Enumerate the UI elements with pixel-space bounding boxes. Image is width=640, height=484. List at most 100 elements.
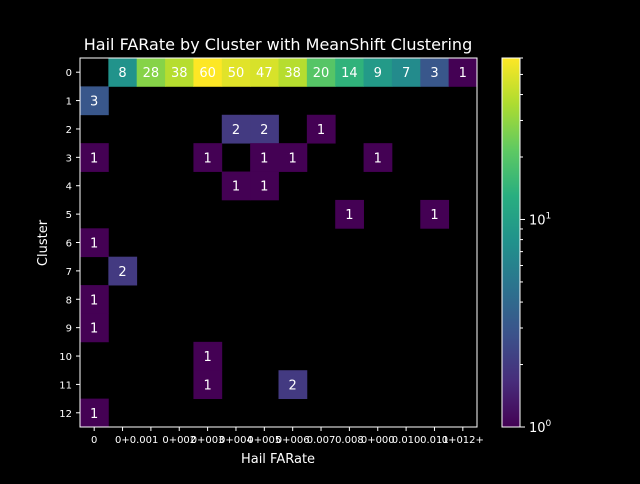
heatmap-cell <box>278 143 308 172</box>
x-tick-label: 0.008 <box>335 435 364 446</box>
heatmap-cell <box>80 285 109 314</box>
heatmap-cell <box>108 58 138 87</box>
heatmap-cell <box>193 370 223 400</box>
y-tick-label: 2 <box>66 125 72 136</box>
heatmap-cell <box>80 228 109 258</box>
x-tick-label: 0.007 <box>307 435 336 446</box>
cell-value-label: 2 <box>260 123 268 138</box>
cell-value-label: 1 <box>203 378 211 393</box>
x-tick-label: 0+002 <box>162 435 196 446</box>
x-tick-label: 0.010 <box>392 435 421 446</box>
heatmap-cell <box>278 58 308 87</box>
y-tick-label: 10 <box>59 352 72 363</box>
cell-value-label: 20 <box>313 66 330 81</box>
y-tick-label: 1 <box>66 97 72 108</box>
cell-value-label: 3 <box>430 66 438 81</box>
colorbar-ticks: 100 101 <box>520 57 552 436</box>
x-tick-label: 0 <box>91 435 97 446</box>
x-tick-label: 0+005 <box>247 435 281 446</box>
heatmap-cell <box>80 86 109 116</box>
heatmap-cell <box>391 58 421 87</box>
heatmap-cell <box>80 143 109 172</box>
cell-value-label: 9 <box>374 66 382 81</box>
heatmap-cell <box>250 114 279 144</box>
heatmap-cell <box>335 199 364 229</box>
cell-value-label: 3 <box>90 95 98 110</box>
cell-value-label: 38 <box>284 66 301 81</box>
cell-value-label: 60 <box>199 66 216 81</box>
x-tick-label: 0+000 <box>361 435 395 446</box>
x-tick-label: 0+003 <box>191 435 225 446</box>
cell-value-label: 1 <box>260 151 268 166</box>
heatmap-cell <box>278 370 308 400</box>
y-tick-label: 7 <box>66 267 72 278</box>
cell-value-label: 1 <box>289 151 297 166</box>
y-tick-label: 0 <box>66 68 72 79</box>
cell-value-label: 1 <box>203 350 211 365</box>
x-tick-label: 0+0.001 <box>115 435 158 446</box>
y-tick-label: 8 <box>66 295 72 306</box>
cell-value-label: 1 <box>90 407 98 422</box>
heatmap-cell <box>448 58 478 87</box>
cell-value-label: 1 <box>232 180 240 195</box>
heatmap-cell <box>306 58 336 87</box>
cell-value-label: 1 <box>459 66 467 81</box>
heatmap-cell <box>165 58 194 87</box>
heatmap-cell <box>193 143 223 172</box>
cell-value-label: 1 <box>345 208 353 223</box>
cell-value-label: 1 <box>90 237 98 252</box>
cell-value-label: 50 <box>228 66 245 81</box>
cell-value-label: 1 <box>260 180 268 195</box>
x-axis-label: Hail FARate <box>241 452 315 467</box>
cell-value-label: 38 <box>171 66 188 81</box>
heatmap-cell <box>136 58 166 87</box>
heatmap-cell <box>80 398 109 428</box>
cell-value-label: 8 <box>118 66 126 81</box>
heatmap-cells <box>80 58 478 428</box>
y-tick-label: 5 <box>66 210 72 221</box>
heatmap-cell <box>363 58 393 87</box>
x-tick-label: 0+004 <box>219 435 253 446</box>
cell-value-label: 2 <box>118 265 126 280</box>
colorbar-tick-label: 100 <box>529 419 552 436</box>
chart-title: Hail FARate by Cluster with MeanShift Cl… <box>84 35 472 54</box>
colorbar-tick-label: 101 <box>529 211 551 228</box>
cell-value-label: 1 <box>90 293 98 308</box>
heatmap-cell <box>335 58 364 87</box>
cell-value-label: 1 <box>374 151 382 166</box>
heatmap-cell <box>363 143 393 172</box>
heatmap-cell <box>108 256 138 286</box>
cell-value-label: 14 <box>341 66 358 81</box>
heatmap-cell <box>420 199 450 229</box>
cell-value-label: 1 <box>90 322 98 337</box>
heatmap-cell <box>221 171 251 201</box>
cell-value-label: 1 <box>203 151 211 166</box>
cell-value-label: 2 <box>232 123 240 138</box>
y-tick-label: 11 <box>59 380 72 391</box>
cell-value-label: 2 <box>289 378 297 393</box>
cell-value-label: 1 <box>90 151 98 166</box>
cell-value-label: 7 <box>402 66 410 81</box>
heatmap-cell <box>250 143 279 172</box>
heatmap-cell <box>420 58 450 87</box>
heatmap-cell <box>221 58 251 87</box>
y-tick-label: 3 <box>66 153 72 164</box>
colorbar <box>501 57 521 428</box>
heatmap-cell <box>80 313 109 343</box>
heatmap-cell <box>193 341 223 371</box>
heatmap-cell <box>193 58 223 87</box>
cell-value-label: 1 <box>317 123 325 138</box>
x-tick-label: 0.011 <box>420 435 449 446</box>
cell-value-labels: 8 28 38 60 50 47 38 20 14 9 7 3 1 3 2 2 1 1 1 1 1 1 1 1 1 1 1 2 1 1 1 1… <box>90 66 467 422</box>
heatmap-cell <box>306 114 336 144</box>
x-tick-label: 0+006 <box>276 435 310 446</box>
y-tick-label: 12 <box>59 409 72 420</box>
cell-value-label: 1 <box>430 208 438 223</box>
y-axis-label: Cluster <box>36 219 51 266</box>
x-tick-label: 0+012+ <box>442 435 484 446</box>
cell-value-label: 28 <box>143 66 160 81</box>
heatmap-cell <box>250 171 279 201</box>
